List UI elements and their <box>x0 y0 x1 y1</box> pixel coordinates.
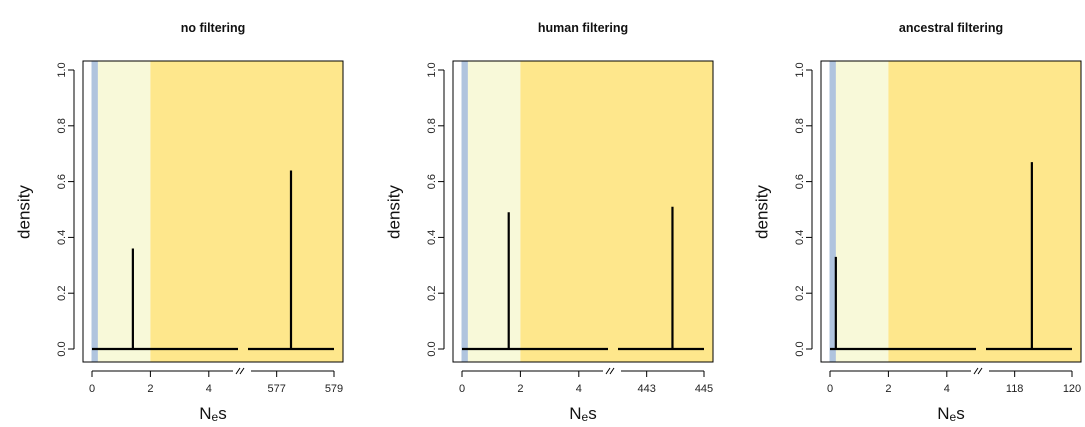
y-axis-title: density <box>15 185 34 239</box>
band-strong <box>888 61 1081 362</box>
y-axis-title: density <box>753 185 772 239</box>
x-tick-label: 577 <box>267 383 285 395</box>
x-tick-label: 445 <box>695 383 713 395</box>
band-neutral <box>91 61 100 362</box>
x-tick-label: 579 <box>325 383 343 395</box>
y-tick-label: 0.8 <box>794 118 806 133</box>
x-tick-label: 2 <box>885 383 891 395</box>
panel-3: 0.0 0.2 0.4 0.6 0.8 1.0 density 0 2 4 118 120 Nes anc… <box>753 21 1082 424</box>
plot-box <box>452 60 714 363</box>
y-tick-label: 0.4 <box>794 230 806 245</box>
x-tick-label: 2 <box>517 383 523 395</box>
y-tick-label: 0.8 <box>426 118 438 133</box>
y-tick-label: 1.0 <box>426 62 438 77</box>
panel-title: no filtering <box>181 21 246 35</box>
x-tick-label: 118 <box>1006 383 1024 395</box>
x-tick-label: 443 <box>637 383 655 395</box>
x-tick-label: 0 <box>459 383 465 395</box>
y-tick-label: 0.4 <box>426 230 438 245</box>
y-tick-label: 1.0 <box>56 62 68 77</box>
x-tick-label: 0 <box>827 383 833 395</box>
x-tick-label: 0 <box>89 383 95 395</box>
panel-1: 0.0 0.2 0.4 0.6 0.8 1.0 density 0 2 4 577 579 Nes no … <box>15 21 344 424</box>
band-weak <box>467 61 521 362</box>
band-neutral <box>829 61 838 362</box>
y-tick-label: 0.0 <box>794 341 806 356</box>
axis-break-mark <box>977 367 983 375</box>
plot-box <box>82 60 344 363</box>
y-tick-label: 0.4 <box>56 230 68 245</box>
y-tick-label: 0.2 <box>426 286 438 301</box>
x-tick-label: 2 <box>147 383 153 395</box>
x-tick-label: 120 <box>1063 383 1081 395</box>
band-weak <box>835 61 889 362</box>
axis-break-mark <box>605 367 611 375</box>
y-axis-title: density <box>385 185 404 239</box>
y-tick-label: 0.6 <box>426 174 438 189</box>
band-strong <box>520 61 713 362</box>
plot-box <box>820 60 1082 363</box>
x-axis-title: Nes <box>937 404 964 425</box>
y-tick-label: 0.2 <box>56 286 68 301</box>
y-tick-label: 0.8 <box>56 118 68 133</box>
axis-break-mark <box>609 367 615 375</box>
band-neutral <box>461 61 470 362</box>
y-tick-label: 0.6 <box>56 174 68 189</box>
x-tick-label: 4 <box>206 383 212 395</box>
x-tick-label: 4 <box>576 383 582 395</box>
axis-break-mark <box>235 367 241 375</box>
y-tick-label: 0.0 <box>56 341 68 356</box>
panel-title: ancestral filtering <box>899 21 1003 35</box>
axis-break-mark <box>239 367 245 375</box>
y-tick-label: 0.2 <box>794 286 806 301</box>
band-strong <box>150 61 343 362</box>
x-axis-title: Nes <box>199 404 226 425</box>
panel-title: human filtering <box>538 21 628 35</box>
panel-2: 0.0 0.2 0.4 0.6 0.8 1.0 density 0 2 4 443 445 Nes hum… <box>385 21 714 424</box>
y-tick-label: 0.0 <box>426 341 438 356</box>
axis-break-mark <box>973 367 979 375</box>
band-weak <box>97 61 151 362</box>
x-tick-label: 4 <box>944 383 950 395</box>
y-tick-label: 0.6 <box>794 174 806 189</box>
x-axis-title: Nes <box>569 404 596 425</box>
y-tick-label: 1.0 <box>794 62 806 77</box>
